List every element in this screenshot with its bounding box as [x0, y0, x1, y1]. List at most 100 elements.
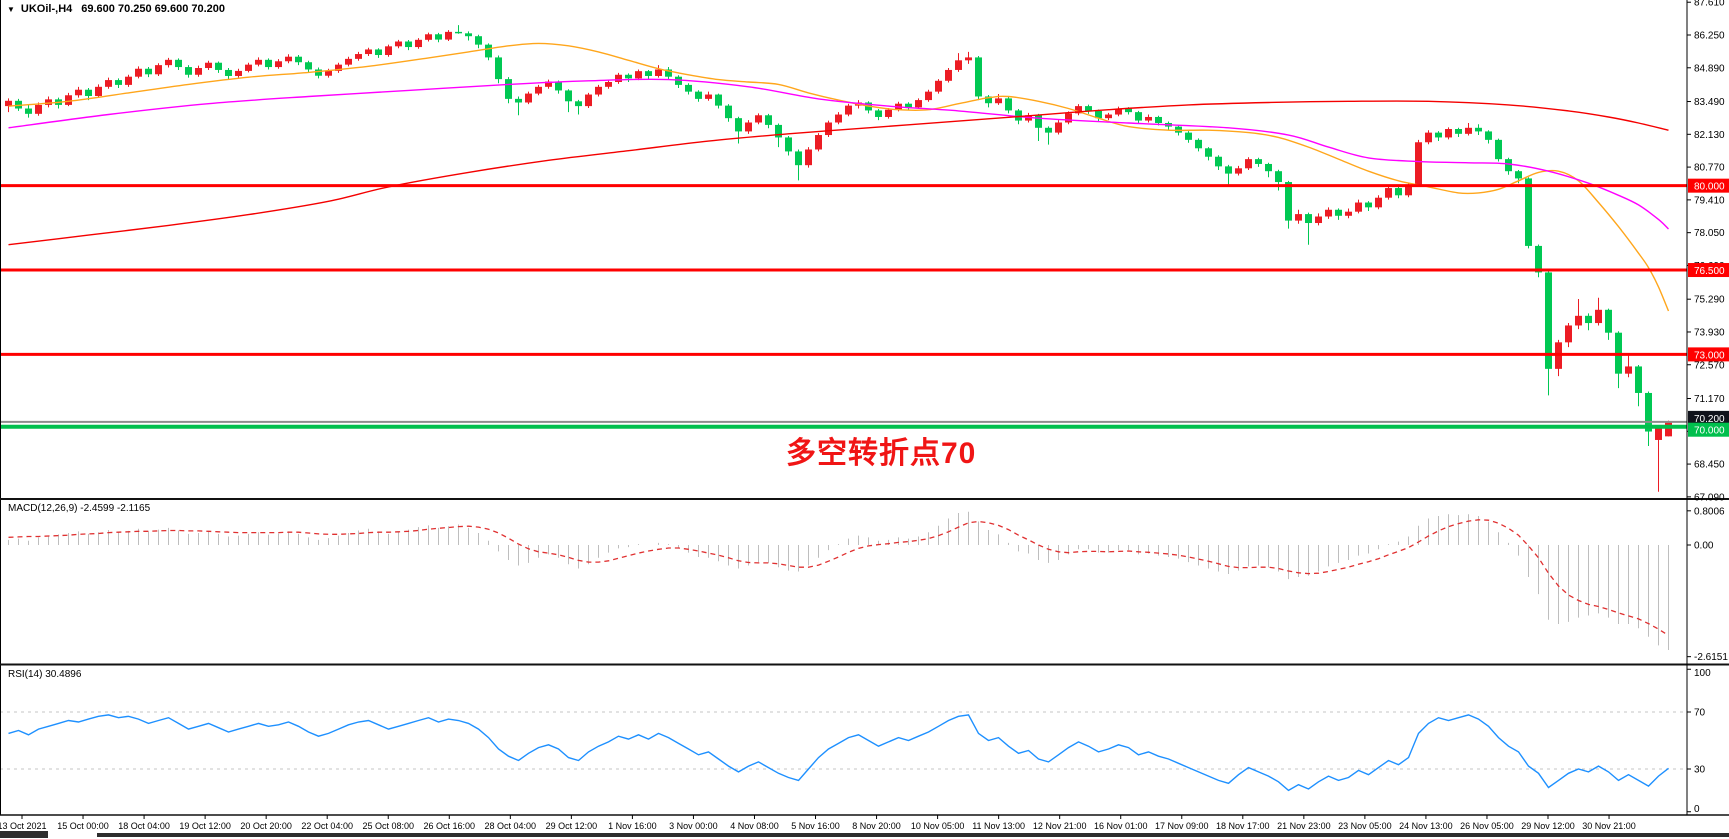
time-tick-label: 18 Nov 17:00	[1216, 821, 1270, 831]
candle-body	[1535, 245, 1542, 273]
candle-body	[695, 91, 702, 99]
candle-body	[615, 74, 622, 83]
time-tick-label: 24 Nov 13:00	[1399, 821, 1453, 831]
candle-body	[85, 89, 92, 96]
candle-body	[715, 94, 722, 106]
candle-body	[1205, 148, 1212, 157]
candle-body	[1455, 129, 1462, 134]
candle-body	[1065, 113, 1072, 123]
candle-body	[405, 41, 412, 48]
price-tick-label: 68.450	[1694, 460, 1725, 471]
candle-body	[635, 71, 642, 79]
candle-body	[195, 68, 202, 75]
rsi-tick-label: 100	[1694, 668, 1711, 679]
candle-body	[475, 36, 482, 45]
rsi-tick-label: 30	[1694, 765, 1706, 776]
candle-body	[1315, 216, 1322, 224]
candle-body	[25, 108, 32, 114]
candle-body	[1235, 168, 1242, 174]
candle-body	[425, 34, 432, 40]
candle-body	[1605, 309, 1612, 333]
macd-signal-value: -2.1165	[116, 503, 151, 514]
candle-body	[1295, 214, 1302, 221]
rsi-tick-label: 70	[1694, 708, 1706, 719]
candle-body	[725, 105, 732, 119]
time-tick-label: 4 Nov 08:00	[730, 821, 779, 831]
time-tick-label: 1 Nov 16:00	[608, 821, 657, 831]
candle-body	[1045, 127, 1052, 133]
time-tick-label: 30 Nov 21:00	[1582, 821, 1636, 831]
candle-body	[935, 80, 942, 92]
candle-body	[1185, 132, 1192, 140]
candle-body	[1595, 309, 1602, 324]
candle-body	[655, 69, 662, 76]
candle-body	[1545, 272, 1552, 369]
candle-body	[1305, 214, 1312, 224]
bid-price-tag-bg	[1688, 410, 1729, 425]
candle-body	[435, 34, 442, 40]
candle-body	[1325, 209, 1332, 217]
rsi-line	[8, 714, 1669, 792]
candle-body	[995, 98, 1002, 104]
candle-body	[565, 90, 572, 102]
macd-tick-label: -2.6151	[1694, 652, 1728, 663]
candle-body	[805, 149, 812, 166]
time-tick-label: 20 Oct 20:00	[240, 821, 292, 831]
candle-body	[965, 57, 972, 61]
candles-layer	[5, 25, 1672, 492]
candle-body	[885, 109, 892, 117]
candle-body	[1075, 106, 1082, 114]
candle-body	[595, 86, 602, 95]
candle-body	[645, 71, 652, 76]
candle-body	[165, 59, 172, 66]
candle-body	[1175, 126, 1182, 133]
h-scrollbar-track[interactable]	[97, 833, 1729, 837]
candle-body	[1495, 139, 1502, 160]
candle-body	[545, 81, 552, 87]
candle-body	[1485, 131, 1492, 140]
candle-body	[1445, 129, 1452, 138]
price-tag-70.000-bg	[1688, 422, 1729, 437]
candle-body	[515, 98, 522, 103]
time-tick-label: 29 Nov 12:00	[1521, 821, 1575, 831]
candle-body	[1385, 188, 1392, 198]
price-tick-label: 71.170	[1694, 394, 1725, 405]
time-tick-label: 10 Nov 05:00	[911, 821, 965, 831]
candle-body	[1225, 166, 1232, 174]
candle-body	[1125, 108, 1132, 113]
candle-body	[185, 67, 192, 75]
candle-body	[1265, 163, 1272, 172]
candle-body	[395, 41, 402, 47]
candle-body	[505, 79, 512, 99]
candle-body	[1645, 392, 1652, 432]
candle-body	[125, 76, 132, 85]
candle-body	[1085, 106, 1092, 111]
time-tick-label: 11 Nov 13:00	[972, 821, 1025, 831]
price-tick-label: 82.130	[1694, 130, 1725, 141]
price-tick-label: 79.410	[1694, 195, 1725, 206]
price-tick-label: 72.570	[1694, 360, 1725, 371]
candle-body	[945, 69, 952, 81]
candle-body	[115, 80, 122, 85]
candle-body	[1335, 209, 1342, 216]
candle-body	[625, 74, 632, 79]
candle-body	[765, 115, 772, 125]
time-tick-label: 19 Oct 12:00	[179, 821, 231, 831]
candle-body	[1015, 110, 1022, 121]
candle-body	[955, 60, 962, 70]
price-tag-76.500: 76.500	[1688, 263, 1729, 278]
candle-body	[665, 69, 672, 77]
price-tick-label: 84.890	[1694, 63, 1725, 74]
price-tag-76.500-text: 76.500	[1694, 266, 1725, 277]
macd-indicator-label: MACD(12,26,9) -2.4599 -2.1165	[8, 503, 150, 514]
candle-body	[1505, 159, 1512, 172]
h-scrollbar-thumb[interactable]	[0, 831, 48, 838]
candle-body	[1095, 110, 1102, 119]
candle-body	[175, 59, 182, 68]
candle-body	[1395, 188, 1402, 196]
ma-fast-orange-line	[8, 42, 1670, 312]
symbol-dropdown-icon[interactable]: ▼	[7, 4, 15, 14]
candle-body	[1345, 211, 1352, 216]
